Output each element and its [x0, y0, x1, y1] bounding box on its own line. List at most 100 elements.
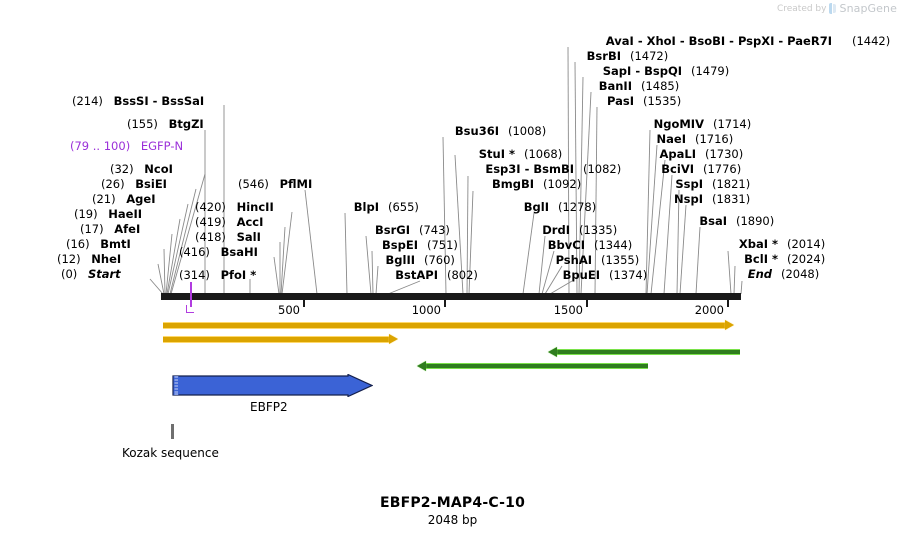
- site-pos-bgli: (1278): [558, 200, 597, 214]
- site-label-btgzi: (155) BtgZI: [127, 117, 204, 131]
- site-label-stui: StuI *: [478, 147, 515, 161]
- site-label-avai-group: AvaI - XhoI - BsoBI - PspXI - PaeR7I: [606, 35, 832, 47]
- site-label-bspei: BspEI: [382, 238, 418, 252]
- site-label-banii: BanII: [598, 79, 632, 93]
- site-pos-sapi: (1479): [691, 64, 730, 78]
- site-label-bsrgi: BsrGI: [375, 223, 410, 237]
- site-pos-bstapi: (802): [447, 268, 478, 282]
- green-feature-arrow-1-head: [548, 347, 557, 357]
- plasmid-backbone-upper-line: [161, 293, 741, 295]
- site-pos-apali: (1730): [705, 147, 744, 161]
- site-pos-sspi: (1821): [712, 177, 751, 191]
- site-label-start: (0) Start: [61, 267, 121, 281]
- ruler-label-1000: 1000: [411, 303, 441, 317]
- ruler-label-2000: 2000: [694, 303, 724, 317]
- site-label-apali: ApaLI: [659, 147, 697, 161]
- site-label-bsiei: (26) BsiEI: [101, 177, 167, 191]
- site-label-sspi: SspI: [675, 177, 703, 191]
- watermark-brand: SnapGene: [839, 2, 897, 15]
- ruler-label-1500: 1500: [553, 303, 583, 317]
- site-label-egfp-n: (79 .. 100) EGFP-N: [70, 139, 184, 153]
- site-pos-bmgbi: (1092): [543, 177, 582, 191]
- orange-feature-arrow-1-body: [163, 322, 725, 329]
- site-label-ncoi: (32) NcoI: [110, 162, 173, 176]
- site-pos-nspi: (1831): [712, 192, 751, 206]
- ebfp2-feature-arrow[interactable]: [172, 374, 373, 397]
- ruler-tick-1000: [444, 300, 446, 307]
- site-pos-bbvci: (1344): [594, 238, 633, 252]
- site-label-drdi: DrdI: [542, 223, 570, 237]
- site-pos-sali: (418) SalI: [195, 230, 261, 244]
- site-pos-esp3i: (1082): [583, 162, 622, 176]
- site-pos-end: (2048): [781, 267, 820, 281]
- site-pos-banii: (1485): [641, 79, 680, 93]
- site-pos-hincii: (420) HincII: [195, 200, 274, 214]
- site-label-bsu36i: Bsu36I: [454, 124, 499, 138]
- orange-feature-arrow-1-head: [725, 320, 734, 330]
- ruler-tick-1500: [586, 300, 588, 307]
- site-label-bcivi: BciVI: [661, 162, 694, 176]
- site-pos-bsrbi: (1472): [630, 49, 669, 63]
- egfp-n-marker-foot: [186, 305, 194, 313]
- kozak-sequence-marker: [171, 424, 174, 439]
- site-pos-xbai: (2014): [787, 237, 826, 251]
- site-pos-blpi: (655): [388, 200, 419, 214]
- site-pos-naei: (1716): [695, 132, 734, 146]
- plasmid-backbone: [161, 295, 741, 300]
- site-pos-bglii: (760): [424, 253, 455, 267]
- site-label-bcli: BclI *: [744, 252, 778, 266]
- site-label-agei: (21) AgeI: [92, 192, 156, 206]
- orange-feature-arrow-2-head: [389, 334, 398, 344]
- site-name: AvaI - XhoI - BsoBI - PspXI - PaeR7I: [605, 34, 832, 48]
- watermark-prefix: Created by: [776, 3, 827, 14]
- site-label-xbai: XbaI *: [738, 237, 778, 251]
- ebfp2-feature-label: EBFP2: [250, 400, 288, 414]
- green-feature-arrow-2-head: [417, 361, 426, 371]
- site-pos-bsai: (1890): [736, 214, 775, 228]
- site-label-pshai: PshAI: [555, 253, 592, 267]
- green-feature-arrow-2-body: [426, 363, 648, 369]
- site-label-nspi: NspI: [674, 192, 703, 206]
- site-pos-bspei: (751): [427, 238, 458, 252]
- site-label-bstapi: BstAPI: [395, 268, 438, 282]
- site-label-bsssi: (214) BssSI - BssSaI: [72, 94, 205, 108]
- site-pos-drdi: (1335): [579, 223, 618, 237]
- site-pos-avai-group: (1442): [852, 34, 891, 48]
- ruler-tick-500: [303, 300, 305, 307]
- orange-feature-arrow-2-body: [163, 336, 389, 343]
- snapgene-logo-icon: [829, 3, 836, 14]
- site-pos-pshai: (1355): [601, 253, 640, 267]
- site-pos-acci: (419) AccI: [195, 215, 264, 229]
- site-label-sapi: SapI - BspQI: [602, 64, 682, 78]
- site-label-end: End: [747, 267, 772, 281]
- site-label-bglii: BglII: [385, 253, 416, 267]
- site-pos-pflmi: (546) PflMI: [238, 177, 313, 191]
- site-label-haeii: (19) HaeII: [74, 207, 143, 221]
- site-pos-bpuei: (1374): [609, 268, 648, 282]
- site-pos-pasi: (1535): [643, 94, 682, 108]
- site-label-esp3i: Esp3I - BsmBI: [485, 162, 574, 176]
- site-pos-bsahi: (416) BsaHI: [179, 245, 258, 259]
- site-label-afei: (17) AfeI: [80, 222, 141, 236]
- site-label-nhei: (12) NheI: [57, 252, 122, 266]
- site-label-bsrbi: BsrBI: [586, 49, 621, 63]
- site-label-ngomiv: NgoMIV: [653, 117, 704, 131]
- site-label-bgli: BglI: [523, 200, 549, 214]
- green-feature-arrow-1-body: [557, 349, 740, 355]
- kozak-sequence-label: Kozak sequence: [122, 446, 219, 460]
- egfp-n-marker: [190, 282, 192, 307]
- site-label-bmgbi: BmgBI: [491, 177, 534, 191]
- ruler-label-500: 500: [278, 303, 300, 317]
- site-label-bsai: BsaI: [699, 214, 727, 228]
- site-label-bbvci: BbvCI: [547, 238, 585, 252]
- site-pos-bsu36i: (1008): [508, 124, 547, 138]
- site-pos-bsrgi: (743): [419, 223, 450, 237]
- site-label-pasi: PasI: [606, 94, 634, 108]
- site-pos-pfoi: (314) PfoI *: [179, 268, 257, 282]
- site-label-blpi: BlpI: [353, 200, 379, 214]
- site-label-bmti: (16) BmtI: [66, 237, 131, 251]
- site-pos-ngomiv: (1714): [713, 117, 752, 131]
- site-pos-bcivi: (1776): [703, 162, 742, 176]
- ruler-tick-2000: [727, 300, 729, 307]
